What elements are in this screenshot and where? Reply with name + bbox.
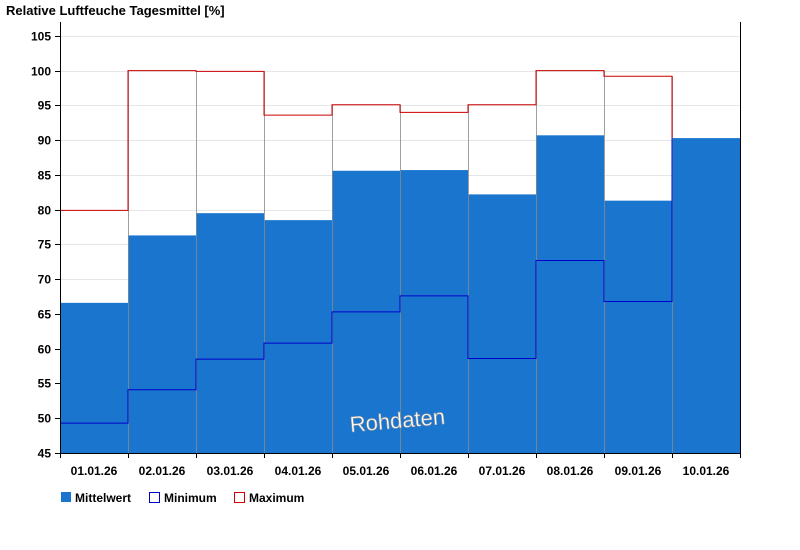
x-tick-label: 08.01.26 xyxy=(547,464,594,478)
bar-03.01.26 xyxy=(196,213,264,453)
y-tick-label: 45 xyxy=(38,447,52,461)
legend-swatch-maximum xyxy=(235,493,245,503)
x-tick-label: 04.01.26 xyxy=(275,464,322,478)
y-tick-label: 95 xyxy=(38,99,52,113)
legend-swatch-mittelwert xyxy=(61,492,71,502)
y-tick-label: 100 xyxy=(31,65,51,79)
bar-07.01.26 xyxy=(468,194,536,453)
bar-01.01.26 xyxy=(60,303,128,453)
legend-item-mittelwert: Mittelwert xyxy=(61,491,131,505)
legend-swatch-minimum xyxy=(150,493,160,503)
y-tick-label: 105 xyxy=(31,30,51,44)
legend-label-mittelwert: Mittelwert xyxy=(75,491,131,505)
legend-item-maximum: Maximum xyxy=(235,491,305,505)
y-tick-label: 70 xyxy=(38,273,52,287)
x-tick-label: 03.01.26 xyxy=(207,464,254,478)
chart-title: Relative Luftfeuche Tagesmittel [%] xyxy=(6,3,225,18)
legend-item-minimum: Minimum xyxy=(150,491,217,505)
bar-02.01.26 xyxy=(128,235,196,453)
y-tick-label: 80 xyxy=(38,204,52,218)
x-tick-label: 10.01.26 xyxy=(683,464,730,478)
x-tick-label: 01.01.26 xyxy=(71,464,118,478)
x-tick-label: 07.01.26 xyxy=(479,464,526,478)
y-tick-label: 65 xyxy=(38,308,52,322)
y-tick-label: 90 xyxy=(38,134,52,148)
y-tick-label: 60 xyxy=(38,343,52,357)
legend: Mittelwert Minimum Maximum xyxy=(61,491,304,505)
bar-04.01.26 xyxy=(264,220,332,453)
bar-10.01.26 xyxy=(672,138,740,453)
x-tick-label: 05.01.26 xyxy=(343,464,390,478)
x-tick-label: 02.01.26 xyxy=(139,464,186,478)
x-axis-ticks: 01.01.26 02.01.26 03.01.26 04.01.26 05.01.26… xyxy=(61,453,741,478)
legend-label-maximum: Maximum xyxy=(249,491,304,505)
x-tick-label: 09.01.26 xyxy=(615,464,662,478)
y-tick-label: 50 xyxy=(38,412,52,426)
y-tick-label: 85 xyxy=(38,169,52,183)
bar-08.01.26 xyxy=(536,135,604,453)
y-axis-ticks: 45 50 55 60 65 70 75 80 85 90 95 100 105 xyxy=(31,30,60,461)
y-tick-label: 55 xyxy=(38,377,52,391)
bar-09.01.26 xyxy=(604,201,672,453)
y-tick-label: 75 xyxy=(38,238,52,252)
x-tick-label: 06.01.26 xyxy=(411,464,458,478)
legend-label-minimum: Minimum xyxy=(164,491,217,505)
